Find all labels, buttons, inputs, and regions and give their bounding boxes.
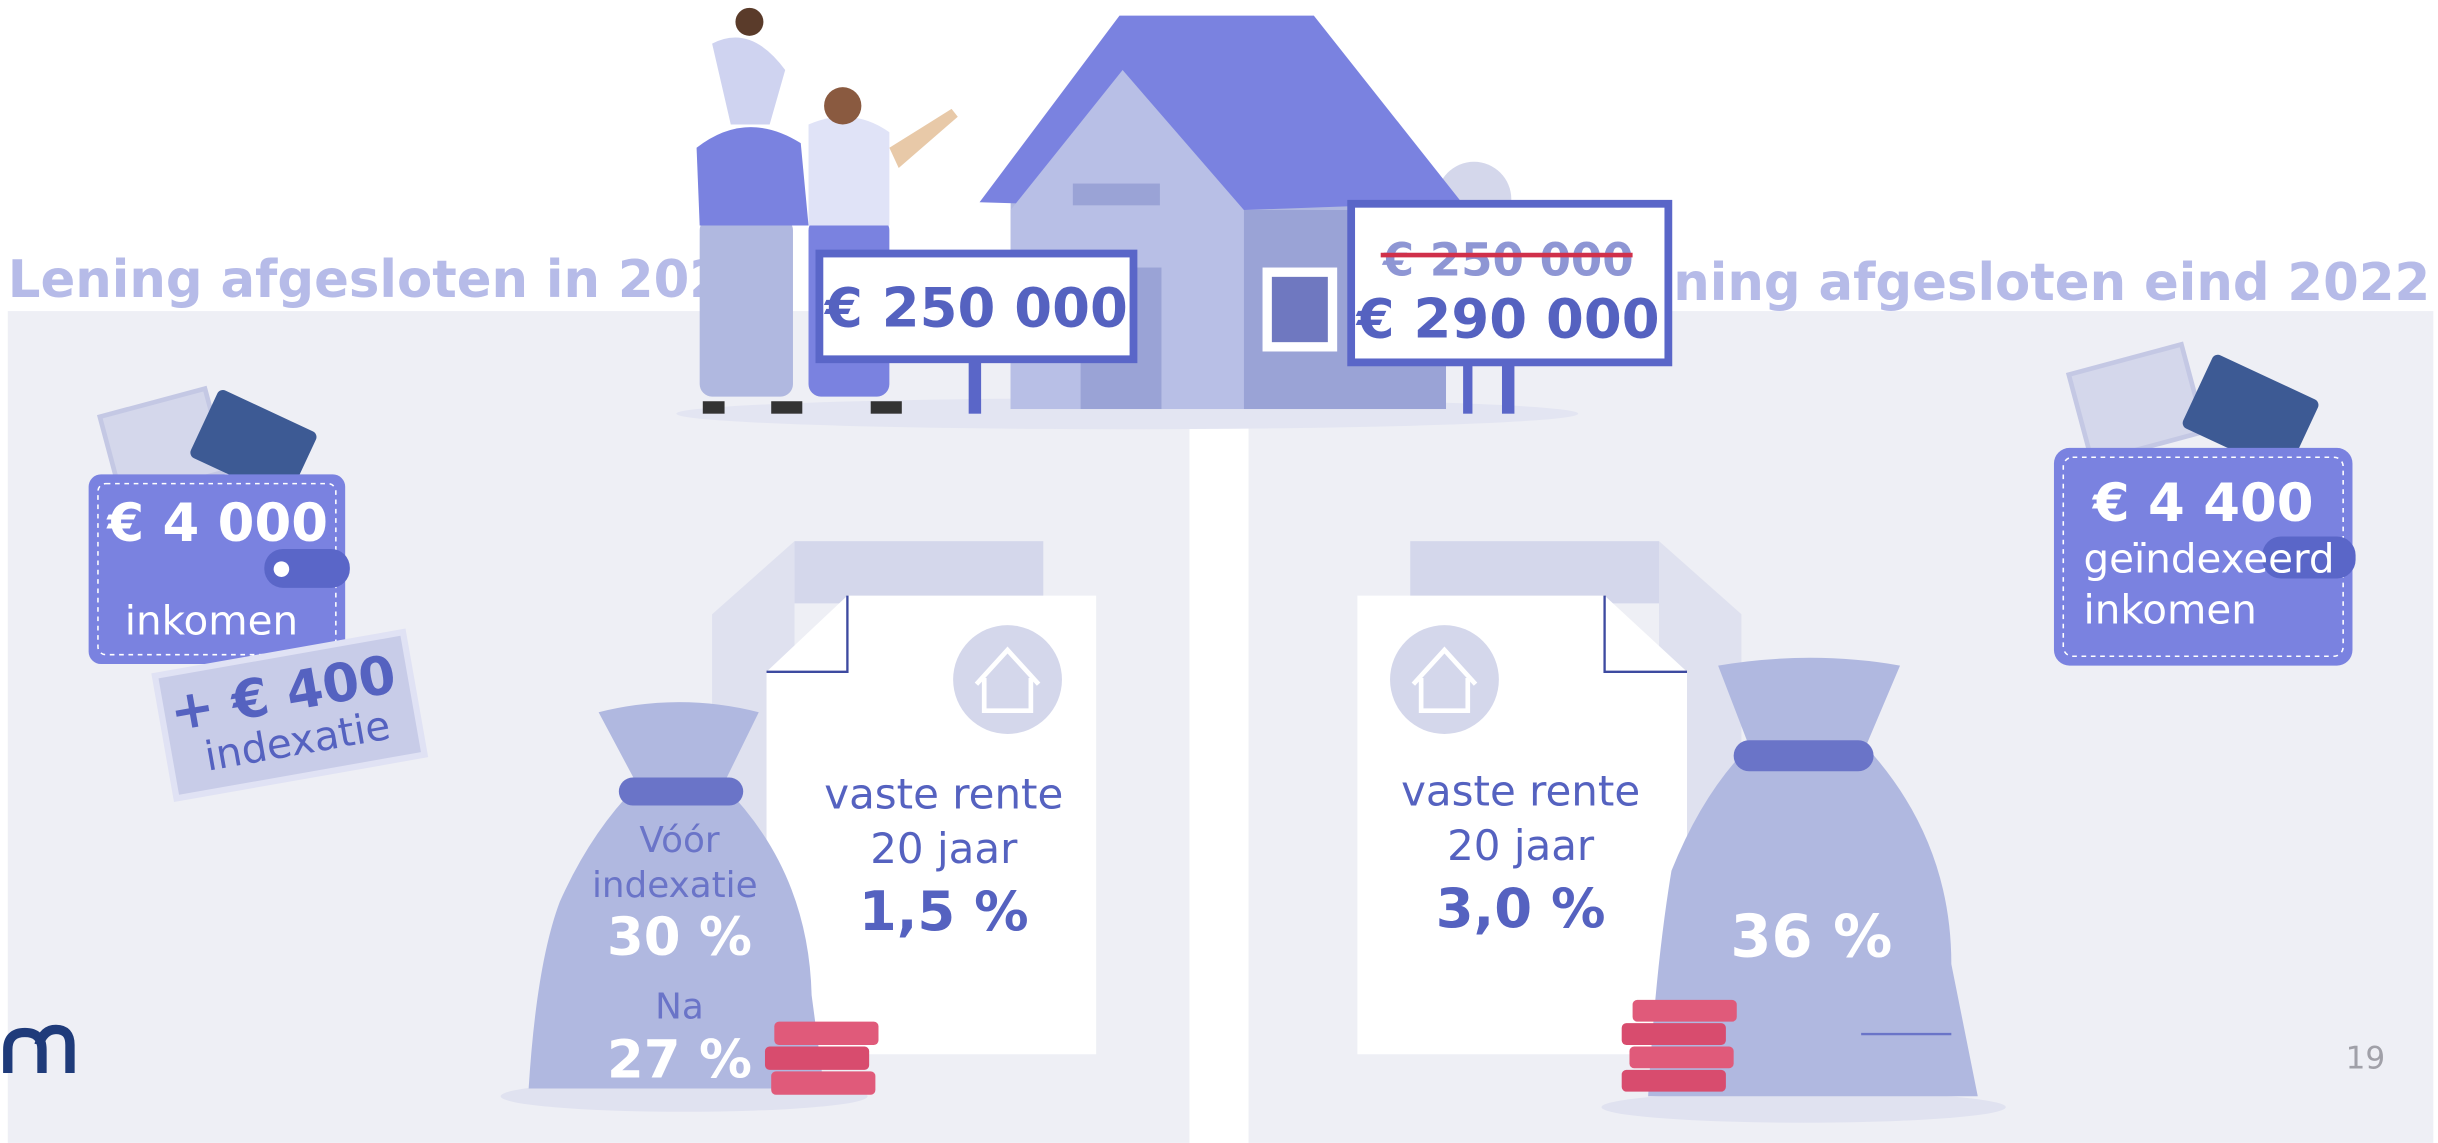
old-price: € 250 000 bbox=[1382, 233, 1634, 286]
ratio: 36 % bbox=[1730, 901, 1892, 970]
before-label: indexatie bbox=[592, 865, 758, 906]
page-number: 19 bbox=[2346, 1040, 2386, 1076]
rate: 1,5 % bbox=[859, 879, 1029, 943]
house-vent bbox=[1073, 184, 1160, 206]
coin bbox=[771, 1071, 875, 1094]
price: € 250 000 bbox=[823, 276, 1128, 340]
house-icon bbox=[1390, 625, 1499, 734]
shoe bbox=[871, 401, 902, 413]
income-label: geïndexeerd bbox=[2083, 534, 2334, 582]
house-icon bbox=[953, 625, 1062, 734]
bag-tie bbox=[1734, 740, 1874, 771]
person-legs bbox=[700, 218, 793, 397]
sign-post bbox=[1463, 361, 1472, 414]
coin bbox=[1622, 1070, 1726, 1092]
before-value: 30 % bbox=[607, 907, 752, 968]
slide-canvas: Lening afgesloten in 2020 Lening afgeslo… bbox=[0, 0, 2438, 1143]
coins bbox=[765, 1022, 879, 1095]
child bbox=[712, 38, 785, 125]
before-label: Vóór bbox=[639, 820, 719, 861]
after-label: Na bbox=[655, 987, 704, 1028]
person2-torso bbox=[809, 117, 890, 226]
document-back bbox=[795, 541, 1044, 603]
coin bbox=[1622, 1023, 1726, 1045]
rate-label: vaste rente bbox=[1401, 767, 1640, 816]
wallet-button bbox=[274, 561, 290, 577]
bag-tie bbox=[619, 778, 743, 806]
sign-post bbox=[1502, 361, 1514, 414]
person-torso bbox=[697, 127, 809, 225]
child-head bbox=[735, 8, 763, 36]
income: € 4 400 bbox=[2092, 473, 2314, 534]
after-value: 27 % bbox=[607, 1030, 752, 1091]
document-back bbox=[1410, 541, 1659, 603]
shoe bbox=[703, 401, 725, 413]
left-title: Lening afgesloten in 2020 bbox=[8, 250, 761, 310]
rate-label: vaste rente bbox=[824, 770, 1063, 819]
coin bbox=[774, 1022, 878, 1045]
income: € 4 000 bbox=[106, 493, 328, 554]
income-label: inkomen bbox=[2083, 586, 2256, 634]
shoe bbox=[771, 401, 802, 413]
slide: { "left": { "title": "Lening afgesloten … bbox=[0, 0, 2438, 1143]
coin bbox=[1629, 1047, 1733, 1069]
term: 20 jaar bbox=[870, 824, 1018, 873]
page: Slide 19 html, body { margin: 0; padding… bbox=[0, 0, 2438, 1143]
right-title: Lening afgesloten eind 2022 bbox=[1606, 253, 2430, 313]
person2-arm bbox=[889, 109, 957, 168]
new-price: € 290 000 bbox=[1355, 286, 1660, 350]
coin bbox=[765, 1047, 869, 1070]
person2-head bbox=[824, 87, 861, 124]
sign-post bbox=[969, 361, 981, 414]
house-window-pane bbox=[1272, 277, 1328, 342]
rate: 3,0 % bbox=[1436, 876, 1606, 940]
coin bbox=[1633, 1000, 1737, 1022]
income-label: inkomen bbox=[125, 596, 298, 644]
term: 20 jaar bbox=[1447, 821, 1595, 870]
